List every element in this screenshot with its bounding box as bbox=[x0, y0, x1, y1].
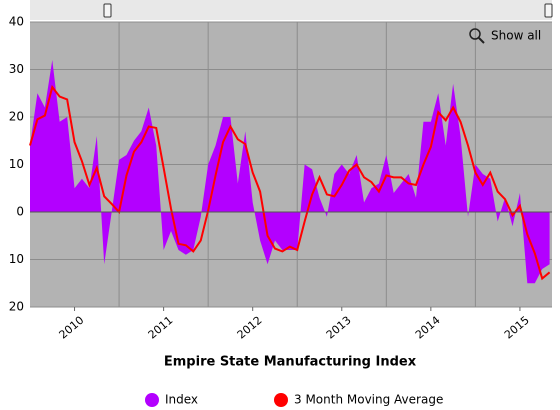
y-tick-label: 10 bbox=[9, 252, 24, 266]
marks bbox=[29, 21, 552, 308]
x-tick-label: 2013 bbox=[324, 314, 354, 342]
y-tick-label: 10 bbox=[9, 157, 24, 171]
moving-average-line bbox=[29, 84, 551, 281]
x-tick-label: 2012 bbox=[235, 314, 265, 342]
y-tick-label: 40 bbox=[9, 15, 24, 29]
zoom-icon bbox=[478, 37, 485, 44]
legend-label: 3 Month Moving Average bbox=[294, 393, 443, 407]
show-all-button[interactable]: Show all bbox=[469, 28, 541, 44]
x-tick-label: 2015 bbox=[502, 314, 532, 342]
legend-marker bbox=[274, 393, 288, 407]
navigator-handle[interactable] bbox=[103, 3, 112, 18]
y-tick-label: 0 bbox=[16, 205, 24, 219]
legend-label: Index bbox=[165, 393, 198, 407]
x-tick-label: 2014 bbox=[413, 314, 443, 342]
y-tick-label: 30 bbox=[9, 62, 24, 76]
x-tick-label: 2010 bbox=[57, 314, 87, 342]
y-tick-label: 20 bbox=[9, 110, 24, 124]
chart-title: Empire State Manufacturing Index bbox=[164, 355, 417, 370]
y-tick-label: 20 bbox=[9, 300, 24, 314]
index-area bbox=[30, 60, 550, 284]
legend-marker bbox=[145, 393, 159, 407]
navigator[interactable] bbox=[30, 0, 552, 20]
button-label[interactable]: Show all bbox=[491, 29, 541, 43]
navigator-handle[interactable] bbox=[544, 3, 553, 18]
zoom-icon bbox=[469, 28, 481, 40]
x-tick-label: 2011 bbox=[146, 314, 176, 342]
